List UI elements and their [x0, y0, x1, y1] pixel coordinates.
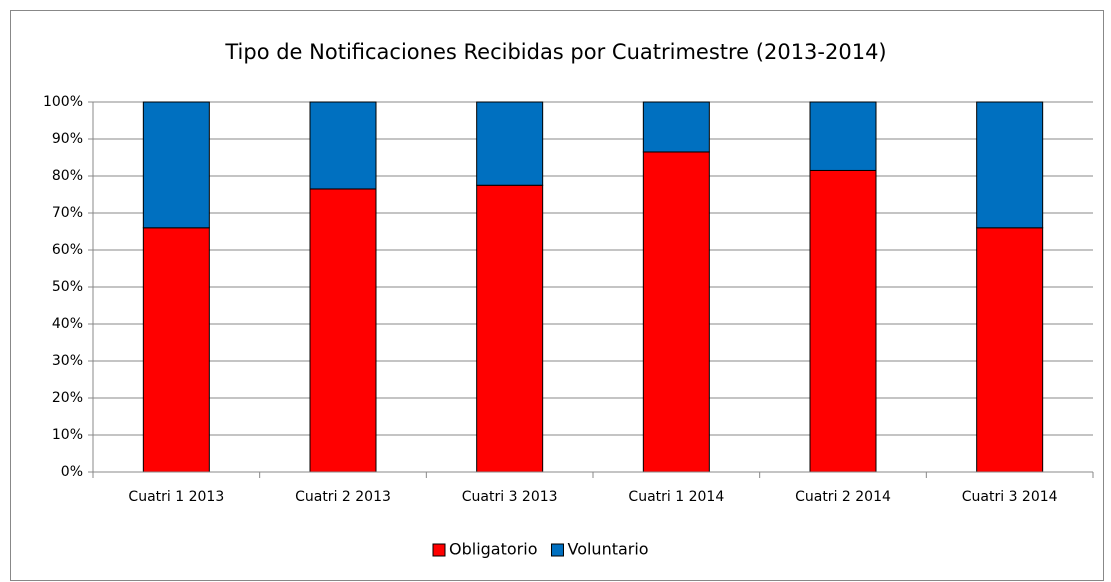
bar-segment [142, 101, 210, 229]
legend-swatch [432, 543, 446, 557]
bar-segment [476, 184, 544, 473]
bar-segment [642, 101, 710, 153]
bar-segment [309, 188, 377, 473]
y-tick-label: 90% [52, 131, 83, 147]
bar-segment [809, 169, 877, 473]
bar-segment [976, 101, 1044, 229]
y-tick-label: 100% [43, 94, 83, 110]
y-tick-label: 70% [52, 205, 83, 221]
chart-title: Tipo de Notificaciones Recibidas por Cua… [224, 40, 886, 64]
bar-segment [809, 101, 877, 171]
y-tick-label: 0% [61, 464, 83, 480]
y-tick-label: 40% [52, 316, 83, 332]
x-tick-label: Cuatri 3 2014 [962, 489, 1058, 505]
y-tick-label: 60% [52, 242, 83, 258]
x-tick-label: Cuatri 1 2013 [128, 489, 224, 505]
y-tick-label: 50% [52, 279, 83, 295]
y-tick-label: 30% [52, 353, 83, 369]
x-tick-label: Cuatri 1 2014 [628, 489, 724, 505]
bar-segment [642, 151, 710, 473]
x-tick-label: Cuatri 2 2013 [295, 489, 391, 505]
bar-segment [309, 101, 377, 190]
legend-label: Voluntario [567, 540, 648, 559]
y-tick-label: 20% [52, 390, 83, 406]
bar-segment [476, 101, 544, 186]
bar-segment [142, 227, 210, 473]
legend-label: Obligatorio [449, 540, 537, 559]
y-tick-label: 10% [52, 427, 83, 443]
y-tick-label: 80% [52, 168, 83, 184]
x-tick-label: Cuatri 2 2014 [795, 489, 891, 505]
x-tick-label: Cuatri 3 2013 [462, 489, 558, 505]
legend-swatch [550, 543, 564, 557]
bar-segment [976, 227, 1044, 473]
